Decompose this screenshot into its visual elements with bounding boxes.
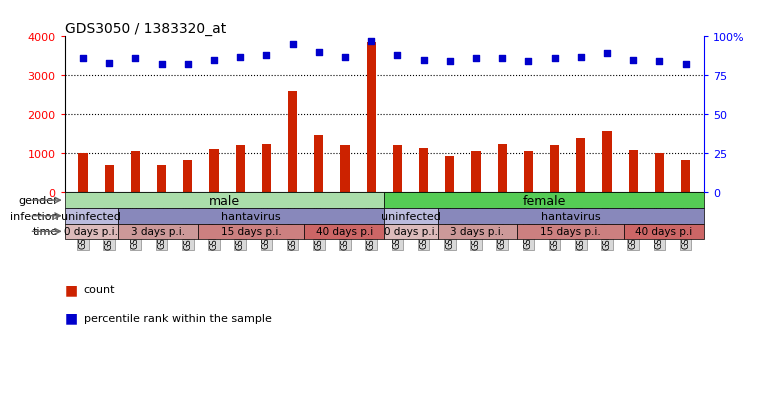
FancyBboxPatch shape [65, 224, 118, 240]
Bar [471, 152, 481, 193]
Text: uninfected: uninfected [381, 211, 441, 221]
Bar [367, 43, 376, 193]
Point [129, 56, 142, 62]
Point [77, 56, 89, 62]
Text: percentile rank within the sample: percentile rank within the sample [84, 313, 272, 323]
Point [339, 54, 351, 61]
Bar [498, 144, 507, 193]
FancyBboxPatch shape [517, 224, 624, 240]
Bar [209, 150, 218, 193]
Text: ■: ■ [65, 311, 78, 325]
Point [418, 57, 430, 64]
Text: 40 days p.i: 40 days p.i [316, 227, 373, 237]
Text: 0 days p.i.: 0 days p.i. [384, 227, 438, 237]
Text: count: count [84, 284, 115, 294]
Bar [524, 152, 533, 193]
FancyBboxPatch shape [304, 224, 384, 240]
Point [680, 62, 692, 69]
FancyBboxPatch shape [438, 209, 704, 224]
Bar [131, 152, 140, 193]
FancyBboxPatch shape [118, 224, 198, 240]
Bar [681, 160, 690, 193]
Bar [105, 166, 114, 193]
FancyBboxPatch shape [65, 193, 384, 209]
FancyBboxPatch shape [384, 224, 438, 240]
Text: time: time [33, 227, 59, 237]
Bar [393, 146, 402, 193]
Bar [78, 154, 88, 193]
Bar [314, 135, 323, 193]
FancyBboxPatch shape [384, 193, 704, 209]
Point [287, 42, 299, 48]
Point [470, 56, 482, 62]
Point [601, 51, 613, 57]
Text: GDS3050 / 1383320_at: GDS3050 / 1383320_at [65, 22, 226, 36]
FancyBboxPatch shape [384, 209, 438, 224]
Bar [550, 146, 559, 193]
Text: hantavirus: hantavirus [221, 211, 281, 221]
Point [496, 56, 508, 62]
FancyBboxPatch shape [198, 224, 304, 240]
Text: male: male [209, 194, 240, 207]
Text: gender: gender [18, 196, 59, 206]
Bar [445, 156, 454, 193]
Point [155, 62, 167, 69]
Bar [288, 92, 298, 193]
Point [260, 52, 272, 59]
FancyBboxPatch shape [438, 224, 517, 240]
Point [627, 57, 639, 64]
Point [653, 59, 665, 65]
Point [575, 54, 587, 61]
Point [522, 59, 534, 65]
Bar [629, 151, 638, 193]
Point [103, 60, 116, 67]
Bar [236, 146, 245, 193]
Point [365, 38, 377, 45]
Bar [340, 146, 349, 193]
Bar [183, 160, 193, 193]
Point [313, 50, 325, 56]
Point [234, 54, 247, 61]
Text: 3 days p.i.: 3 days p.i. [451, 227, 505, 237]
Text: 0 days p.i.: 0 days p.i. [65, 227, 118, 237]
Bar [262, 144, 271, 193]
FancyBboxPatch shape [118, 209, 384, 224]
Text: 15 days p.i.: 15 days p.i. [221, 227, 282, 237]
Text: infection: infection [10, 211, 59, 221]
Point [391, 52, 403, 59]
Text: uninfected: uninfected [62, 211, 121, 221]
Bar [603, 132, 612, 193]
Point [549, 56, 561, 62]
Text: 15 days p.i.: 15 days p.i. [540, 227, 601, 237]
Point [444, 59, 456, 65]
Text: 40 days p.i: 40 days p.i [635, 227, 693, 237]
FancyBboxPatch shape [624, 224, 704, 240]
Bar [157, 166, 166, 193]
Bar [576, 139, 585, 193]
Point [182, 62, 194, 69]
Point [208, 57, 220, 64]
Bar [654, 153, 664, 193]
Text: hantavirus: hantavirus [541, 211, 600, 221]
Text: female: female [523, 194, 565, 207]
FancyBboxPatch shape [65, 209, 118, 224]
Text: ■: ■ [65, 282, 78, 296]
Text: 3 days p.i.: 3 days p.i. [131, 227, 185, 237]
Bar [419, 149, 428, 193]
